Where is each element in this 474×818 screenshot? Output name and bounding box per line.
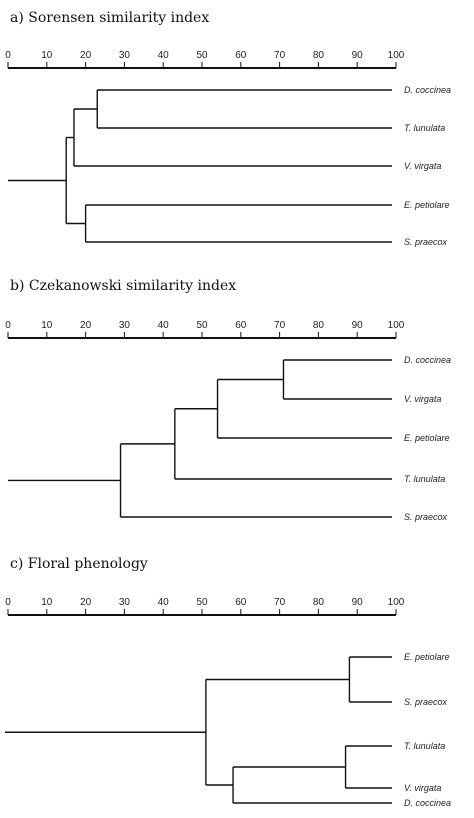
leaf-label: S. praecox (404, 697, 448, 707)
tick-label: 60 (235, 50, 247, 61)
tick-label: 20 (80, 50, 92, 61)
tick-label: 70 (274, 320, 286, 331)
panel-b-leaf-labels: D. coccinea V. virgata E. petiolare T. lunu… (404, 355, 451, 522)
panel-c-leaf-labels: E. petiolare S. praecox T. lunulata V. virg… (404, 652, 451, 808)
tick-label: 90 (352, 320, 364, 331)
tick-label: 60 (235, 597, 247, 608)
leaf-label: T. lunulata (404, 741, 445, 751)
tick-label: 100 (388, 320, 405, 331)
leaf-label: V. virgata (404, 394, 441, 404)
panel-a-leaf-labels: D. coccinea T. lunulata V. virgata E. petio… (404, 85, 451, 247)
tick-label: 100 (388, 50, 405, 61)
tick-label: 40 (158, 597, 170, 608)
tick-label: 20 (80, 597, 92, 608)
tick-label: 90 (352, 597, 364, 608)
tick-label: 70 (274, 50, 286, 61)
tick-label: 80 (313, 320, 325, 331)
tick-label: 0 (5, 320, 11, 331)
leaf-label: T. lunulata (404, 123, 445, 133)
tick-label: 30 (119, 320, 131, 331)
leaf-label: D. coccinea (404, 355, 451, 365)
tick-label: 20 (80, 320, 92, 331)
tick-label: 40 (158, 50, 170, 61)
panel-a-title: a) Sorensen similarity index (10, 10, 209, 26)
tick-label: 50 (196, 50, 208, 61)
leaf-label: V. virgata (404, 783, 441, 793)
panel-b-axis: 0 10 20 30 40 50 60 70 80 90 100 (5, 320, 405, 339)
leaf-label: E. petiolare (404, 433, 450, 443)
tick-label: 50 (196, 320, 208, 331)
tick-label: 60 (235, 320, 247, 331)
panel-b-tree (8, 359, 392, 518)
tick-label: 0 (5, 597, 11, 608)
panel-c-tree (5, 656, 392, 804)
tick-label: 30 (119, 597, 131, 608)
leaf-label: V. virgata (404, 161, 441, 171)
panel-b-title: b) Czekanowski similarity index (10, 278, 236, 294)
tick-label: 30 (119, 50, 131, 61)
leaf-label: T. lunulata (404, 474, 445, 484)
tick-label: 90 (352, 50, 364, 61)
tick-label: 10 (41, 50, 53, 61)
tick-label: 80 (313, 597, 325, 608)
panel-a: a) Sorensen similarity index 0 10 20 30 40 50… (5, 10, 451, 247)
leaf-label: E. petiolare (404, 200, 450, 210)
tick-label: 40 (158, 320, 170, 331)
panel-c-axis: 0 10 20 30 40 50 60 70 80 90 100 (5, 597, 405, 616)
panel-b: b) Czekanowski similarity index 0 10 20 30 4… (5, 278, 451, 522)
tick-label: 0 (5, 50, 11, 61)
panel-c: c) Floral phenology 0 10 20 30 40 50 60 70 80 90 1… (5, 556, 451, 808)
tick-label: 80 (313, 50, 325, 61)
panel-c-title: c) Floral phenology (10, 556, 148, 572)
leaf-label: S. praecox (404, 512, 448, 522)
panel-a-tree (8, 89, 392, 243)
tick-label: 10 (41, 597, 53, 608)
tick-label: 70 (274, 597, 286, 608)
leaf-label: E. petiolare (404, 652, 450, 662)
tick-label: 10 (41, 320, 53, 331)
leaf-label: D. coccinea (404, 798, 451, 808)
leaf-label: S. praecox (404, 237, 448, 247)
tick-label: 100 (388, 597, 405, 608)
leaf-label: D. coccinea (404, 85, 451, 95)
panel-a-axis: 0 10 20 30 40 50 60 70 80 90 100 (5, 50, 405, 69)
tick-label: 50 (196, 597, 208, 608)
